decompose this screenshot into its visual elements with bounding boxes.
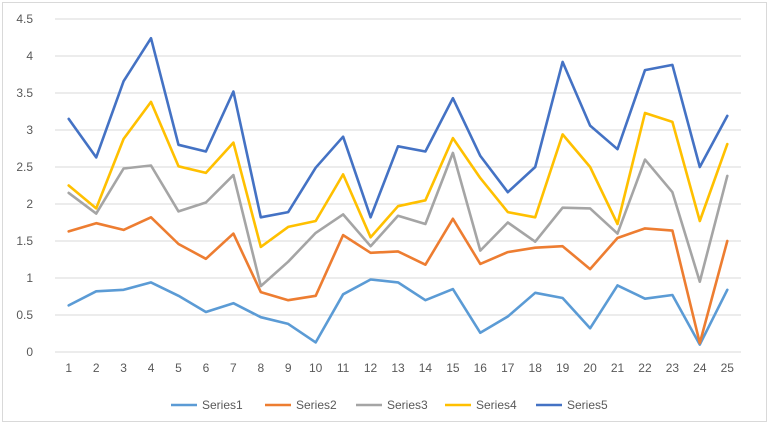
legend-label: Series2 (296, 398, 337, 412)
y-tick-label: 0 (26, 345, 33, 359)
x-tick-label: 6 (203, 361, 210, 375)
y-tick-label: 2.5 (16, 160, 33, 174)
x-tick-label: 5 (175, 361, 182, 375)
series-line-4 (67, 100, 729, 249)
y-tick-label: 1.5 (16, 234, 33, 248)
y-tick-label: 3 (26, 123, 33, 137)
y-axis-tick-labels: 0 0.5 1 1.5 2 2.5 3 3.5 4 4.5 (16, 12, 33, 359)
x-tick-label: 25 (721, 361, 735, 375)
x-tick-label: 12 (364, 361, 378, 375)
x-tick-label: 15 (446, 361, 460, 375)
series-line-3 (67, 151, 729, 288)
x-tick-label: 2 (93, 361, 100, 375)
legend-label: Series3 (387, 398, 428, 412)
gridlines (55, 18, 741, 316)
x-tick-label: 4 (148, 361, 155, 375)
legend-label: Series5 (567, 398, 608, 412)
x-tick-label: 14 (419, 361, 433, 375)
chart-area: 0 0.5 1 1.5 2 2.5 3 3.5 4 4.5 1 2 3 4 5 6 7 8 9 10 11 12 13 14… (2, 2, 767, 422)
x-tick-label: 16 (474, 361, 488, 375)
x-tick-label: 22 (638, 361, 652, 375)
x-tick-label: 17 (501, 361, 515, 375)
x-tick-label: 10 (309, 361, 323, 375)
y-tick-label: 1 (26, 271, 33, 285)
series-line-2 (67, 216, 729, 345)
series-lines (67, 36, 729, 346)
x-tick-label: 24 (693, 361, 707, 375)
x-axis-tick-labels: 1 2 3 4 5 6 7 8 9 10 11 12 13 14 15 16 17 18 19 20 21 22 23 24 2… (65, 361, 734, 375)
legend: Series1 Series2 Series3 Series4 Series5 (171, 398, 608, 412)
x-tick-label: 3 (120, 361, 127, 375)
y-tick-label: 0.5 (16, 308, 33, 322)
x-tick-label: 18 (529, 361, 543, 375)
x-tick-label: 23 (666, 361, 680, 375)
x-tick-label: 13 (391, 361, 405, 375)
x-tick-label: 7 (230, 361, 237, 375)
x-tick-label: 9 (285, 361, 292, 375)
x-tick-label: 21 (611, 361, 625, 375)
line-chart: 00.511.522.533.544.5 1 2 3 4 5 6 7 8 9 10 11 12 13 14… (16, 12, 741, 412)
x-tick-label: 20 (583, 361, 597, 375)
legend-label: Series4 (476, 398, 517, 412)
y-tick-label: 4 (26, 49, 33, 63)
series-line-1 (67, 278, 729, 346)
x-tick-label: 8 (257, 361, 264, 375)
x-tick-label: 11 (337, 361, 350, 375)
y-tick-label: 4.5 (16, 12, 33, 26)
x-tick-label: 1 (65, 361, 72, 375)
legend-label: Series1 (202, 398, 243, 412)
y-tick-label: 3.5 (16, 86, 33, 100)
x-tick-label: 19 (556, 361, 570, 375)
y-tick-label: 2 (26, 197, 33, 211)
series-line-5 (67, 36, 729, 219)
